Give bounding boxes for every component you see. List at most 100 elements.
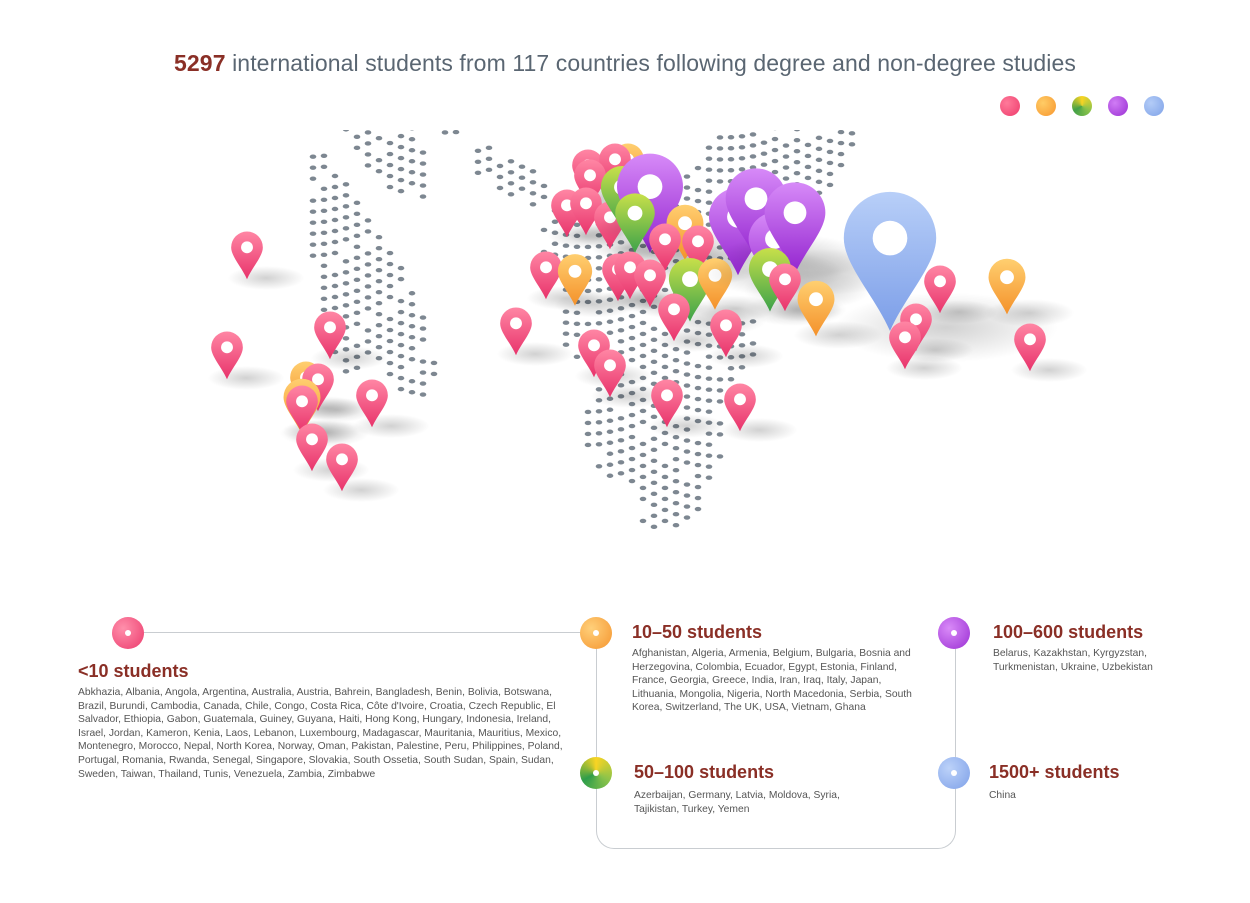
location-pin-icon bbox=[706, 309, 784, 368]
map-dot bbox=[331, 272, 339, 278]
map-dot bbox=[331, 250, 339, 256]
map-dot bbox=[672, 500, 680, 506]
map-dot bbox=[353, 310, 361, 316]
map-dot bbox=[617, 449, 625, 454]
map-dot bbox=[474, 159, 482, 164]
map-dot bbox=[815, 179, 823, 185]
map-dot bbox=[320, 296, 328, 301]
category-list-1500: China bbox=[989, 790, 1016, 801]
map-dot bbox=[386, 327, 394, 333]
map-dot bbox=[342, 292, 350, 297]
map-dot bbox=[617, 438, 625, 443]
category-title-100-600: 100–600 students bbox=[993, 622, 1144, 642]
map-dot bbox=[694, 165, 702, 171]
map-dot bbox=[375, 158, 383, 163]
map-dot bbox=[518, 164, 526, 169]
marker-under10-icon bbox=[112, 617, 144, 649]
legend-dot-10-50 bbox=[1036, 96, 1056, 116]
map-dot bbox=[408, 335, 416, 340]
map-dot bbox=[694, 451, 702, 457]
map-dot bbox=[705, 409, 713, 414]
map-dot bbox=[342, 204, 350, 209]
map-dot bbox=[716, 399, 724, 404]
map-dot bbox=[760, 151, 768, 156]
map-dot bbox=[606, 451, 614, 456]
map-dot bbox=[606, 330, 614, 335]
map-dot bbox=[639, 485, 647, 491]
map-dot bbox=[815, 146, 823, 152]
map-dot bbox=[705, 365, 713, 370]
map-dot bbox=[683, 405, 691, 410]
map-dot bbox=[705, 387, 713, 392]
map-dot bbox=[342, 226, 350, 231]
map-dot bbox=[320, 219, 328, 224]
map-dot bbox=[837, 130, 845, 135]
map-dot bbox=[397, 386, 405, 392]
map-dot bbox=[661, 507, 669, 513]
map-dot bbox=[650, 491, 658, 497]
map-dot bbox=[309, 176, 317, 181]
map-dot bbox=[331, 228, 339, 234]
map-dot bbox=[375, 246, 383, 251]
map-dot bbox=[331, 239, 339, 245]
map-dot bbox=[353, 255, 361, 261]
map-dot bbox=[331, 173, 339, 179]
map-dot bbox=[496, 185, 504, 191]
map-dot bbox=[419, 315, 427, 320]
map-dot bbox=[727, 146, 735, 151]
map-dot bbox=[375, 279, 383, 284]
map-dot bbox=[342, 303, 350, 308]
map-dot bbox=[419, 359, 427, 364]
map-dot bbox=[507, 170, 515, 175]
map-dot bbox=[353, 288, 361, 294]
map-dot bbox=[320, 285, 328, 290]
map-dot bbox=[595, 277, 603, 282]
category-list-under10: Abkhazia, Albania, Angola, Argentina, Au… bbox=[78, 687, 563, 780]
location-pin-icon bbox=[496, 307, 574, 366]
map-dot bbox=[364, 251, 372, 256]
map-dot bbox=[617, 427, 625, 432]
map-dot bbox=[595, 420, 603, 425]
map-dot bbox=[694, 495, 702, 501]
map-dot bbox=[364, 273, 372, 278]
map-dot bbox=[375, 169, 383, 174]
map-dot bbox=[364, 328, 372, 333]
map-dot bbox=[826, 171, 834, 177]
map-pins bbox=[207, 143, 1088, 502]
map-dot bbox=[628, 357, 636, 363]
map-dot bbox=[551, 219, 559, 224]
map-dot bbox=[727, 135, 735, 140]
map-dot bbox=[694, 506, 702, 512]
map-dot bbox=[342, 259, 350, 264]
map-dot bbox=[628, 478, 636, 484]
map-dot bbox=[408, 313, 416, 318]
location-pin-icon bbox=[310, 311, 388, 370]
map-dot bbox=[397, 375, 405, 381]
map-dot bbox=[309, 242, 317, 247]
map-dot bbox=[639, 408, 647, 414]
map-dot bbox=[628, 335, 636, 341]
map-dot bbox=[826, 149, 834, 155]
map-dot bbox=[661, 485, 669, 491]
map-dot bbox=[650, 414, 658, 420]
map-dot bbox=[375, 334, 383, 339]
map-dot bbox=[485, 145, 493, 151]
title-text: international students from 117 countrie… bbox=[232, 50, 1076, 76]
map-dot bbox=[518, 186, 526, 191]
map-dot bbox=[782, 176, 790, 181]
map-dot bbox=[837, 151, 845, 157]
map-dot bbox=[397, 342, 405, 348]
map-dot bbox=[331, 305, 339, 311]
map-dot bbox=[584, 409, 592, 415]
map-dot bbox=[705, 189, 713, 194]
map-dot bbox=[408, 346, 416, 351]
map-dot bbox=[309, 154, 317, 159]
map-dot bbox=[364, 229, 372, 234]
map-dot bbox=[375, 290, 383, 295]
student-count: 5297 bbox=[174, 50, 226, 76]
map-dot bbox=[639, 463, 647, 469]
page-title: 5297 international students from 117 cou… bbox=[0, 50, 1250, 77]
map-dot bbox=[397, 276, 405, 282]
map-dot bbox=[419, 326, 427, 331]
map-dot bbox=[331, 217, 339, 223]
